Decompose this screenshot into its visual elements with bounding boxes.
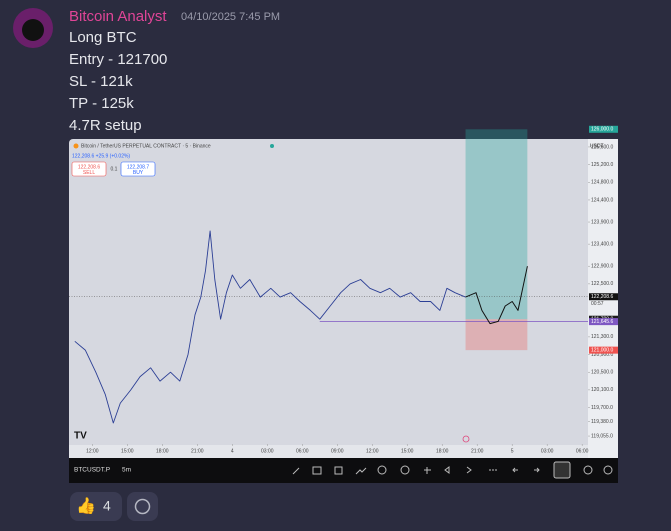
reaction-emoji: 👍	[76, 496, 96, 515]
sell-label: SELL	[83, 170, 95, 176]
reaction-count: 4	[103, 498, 111, 514]
target-zone	[465, 129, 528, 320]
message-line: TP - 125k	[69, 95, 134, 112]
y-tick-label: 123,400.0	[591, 241, 613, 247]
y-tick-label: 119,700.0	[591, 405, 613, 411]
time-axis-bg	[69, 445, 588, 458]
x-tick-label: 06:00	[576, 448, 589, 454]
buy-label: BUY	[133, 170, 144, 176]
buy-price: 122,208.7	[127, 164, 149, 170]
event-icon	[462, 435, 470, 443]
target-badge	[589, 125, 618, 133]
last-price-badge	[589, 293, 618, 301]
tool-icon[interactable]	[583, 465, 593, 475]
y-tick-label: 124,800.0	[591, 180, 613, 186]
y-tick-label: 119,055.0	[591, 433, 613, 439]
chart-image[interactable]: Bitcoin / TetherUS PERPETUAL CONTRACT · …	[69, 139, 618, 483]
y-tick-label: 119,380.0	[591, 419, 613, 425]
tool-icon[interactable]	[292, 467, 300, 475]
tool-icon[interactable]	[334, 466, 343, 475]
buy-button[interactable]	[120, 161, 156, 177]
x-tick-label: 09:00	[331, 448, 344, 454]
x-tick-label: 4	[231, 448, 234, 454]
toolbar-icons	[292, 461, 613, 479]
y-tick-label: 120,500.0	[591, 370, 613, 376]
tool-icon[interactable]	[424, 467, 431, 474]
tool-icon[interactable]	[312, 466, 322, 475]
y-tick-label: 120,900.0	[591, 352, 613, 358]
message-line: 4.7R setup	[69, 117, 142, 134]
tv-logo: TV	[74, 431, 87, 442]
x-tick-label: 06:00	[296, 448, 309, 454]
y-tick-label: 124,400.0	[591, 197, 613, 203]
x-tick-label: 21:00	[191, 448, 204, 454]
tool-icon[interactable]	[400, 465, 410, 475]
chart-bg	[69, 139, 618, 483]
y-tick-label: 125,200.0	[591, 162, 613, 168]
currency: USDT	[590, 143, 604, 149]
level-badge	[589, 318, 618, 326]
reaction[interactable]	[70, 492, 122, 521]
target-badge-label: 126,000.0	[591, 127, 613, 133]
message-line: Long BTC	[69, 29, 137, 46]
quote: 122,208.6 +25.9 (+0.02%)	[72, 153, 130, 159]
coin-icon	[73, 143, 79, 149]
add-reaction-icon	[134, 498, 151, 515]
x-tick-label: 12:00	[366, 448, 379, 454]
x-tick-label: 18:00	[156, 448, 169, 454]
tool-icon[interactable]	[603, 465, 613, 475]
symbol: BTCUSDT.P	[74, 467, 110, 474]
y-tick-label: 120,100.0	[591, 387, 613, 393]
x-tick-label: 21:00	[471, 448, 484, 454]
price-line	[465, 266, 528, 325]
tool-icon[interactable]	[444, 466, 450, 474]
avatar-figure	[22, 19, 44, 41]
x-tick-label: 18:00	[436, 448, 449, 454]
tool-icon[interactable]	[534, 467, 540, 473]
y-tick-label: 122,500.0	[591, 281, 613, 287]
stop-badge-label: 121,000.0	[591, 347, 613, 353]
x-tick-label: 03:00	[261, 448, 274, 454]
message-line: SL - 121k	[69, 73, 133, 90]
last-price-badge-label: 122,208.6	[591, 294, 613, 300]
toolbar	[69, 458, 618, 483]
tool-icon[interactable]	[355, 467, 367, 475]
level-badge-label: 121,645.6	[591, 319, 613, 325]
x-tick-label: 5	[511, 448, 514, 454]
author-name[interactable]: Bitcoin Analyst	[69, 8, 167, 25]
interval: 5m	[122, 467, 131, 474]
y-tick-label: 121,300.0	[591, 334, 613, 340]
x-tick-label: 12:00	[86, 448, 99, 454]
message-line: Entry - 121700	[69, 51, 167, 68]
countdown: 00:57	[591, 301, 604, 307]
tool-icon[interactable]	[466, 466, 472, 474]
y-tick-label: 125,600.0	[591, 144, 613, 150]
chart-title: Bitcoin / TetherUS PERPETUAL CONTRACT · …	[81, 143, 211, 149]
y-tick-label: 123,900.0	[591, 219, 613, 225]
tool-icon[interactable]	[512, 467, 518, 473]
tool-icon[interactable]	[553, 461, 571, 479]
sell-button[interactable]	[71, 161, 107, 177]
price-line	[74, 230, 466, 424]
sell-price: 122,208.6	[78, 164, 100, 170]
y-tick-label: 122,900.0	[591, 264, 613, 270]
stop-badge	[589, 346, 618, 354]
order-size: 0.1	[111, 166, 118, 172]
timestamp: 04/10/2025 7:45 PM	[181, 11, 280, 23]
tool-icon[interactable]	[377, 465, 387, 475]
stop-zone	[465, 319, 528, 351]
x-tick-label: 15:00	[401, 448, 414, 454]
x-tick-label: 03:00	[541, 448, 554, 454]
x-tick-label: 15:00	[121, 448, 134, 454]
status-dot	[270, 144, 274, 148]
add-reaction[interactable]	[127, 492, 158, 521]
